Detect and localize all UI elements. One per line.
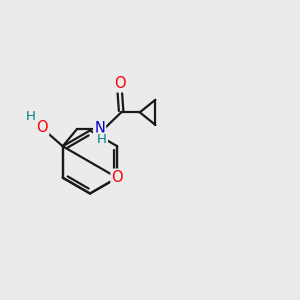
Text: O: O [37,120,48,135]
Text: O: O [112,170,123,185]
Text: H: H [97,134,107,146]
Text: N: N [94,121,105,136]
Text: H: H [26,110,36,123]
Text: O: O [114,76,125,91]
